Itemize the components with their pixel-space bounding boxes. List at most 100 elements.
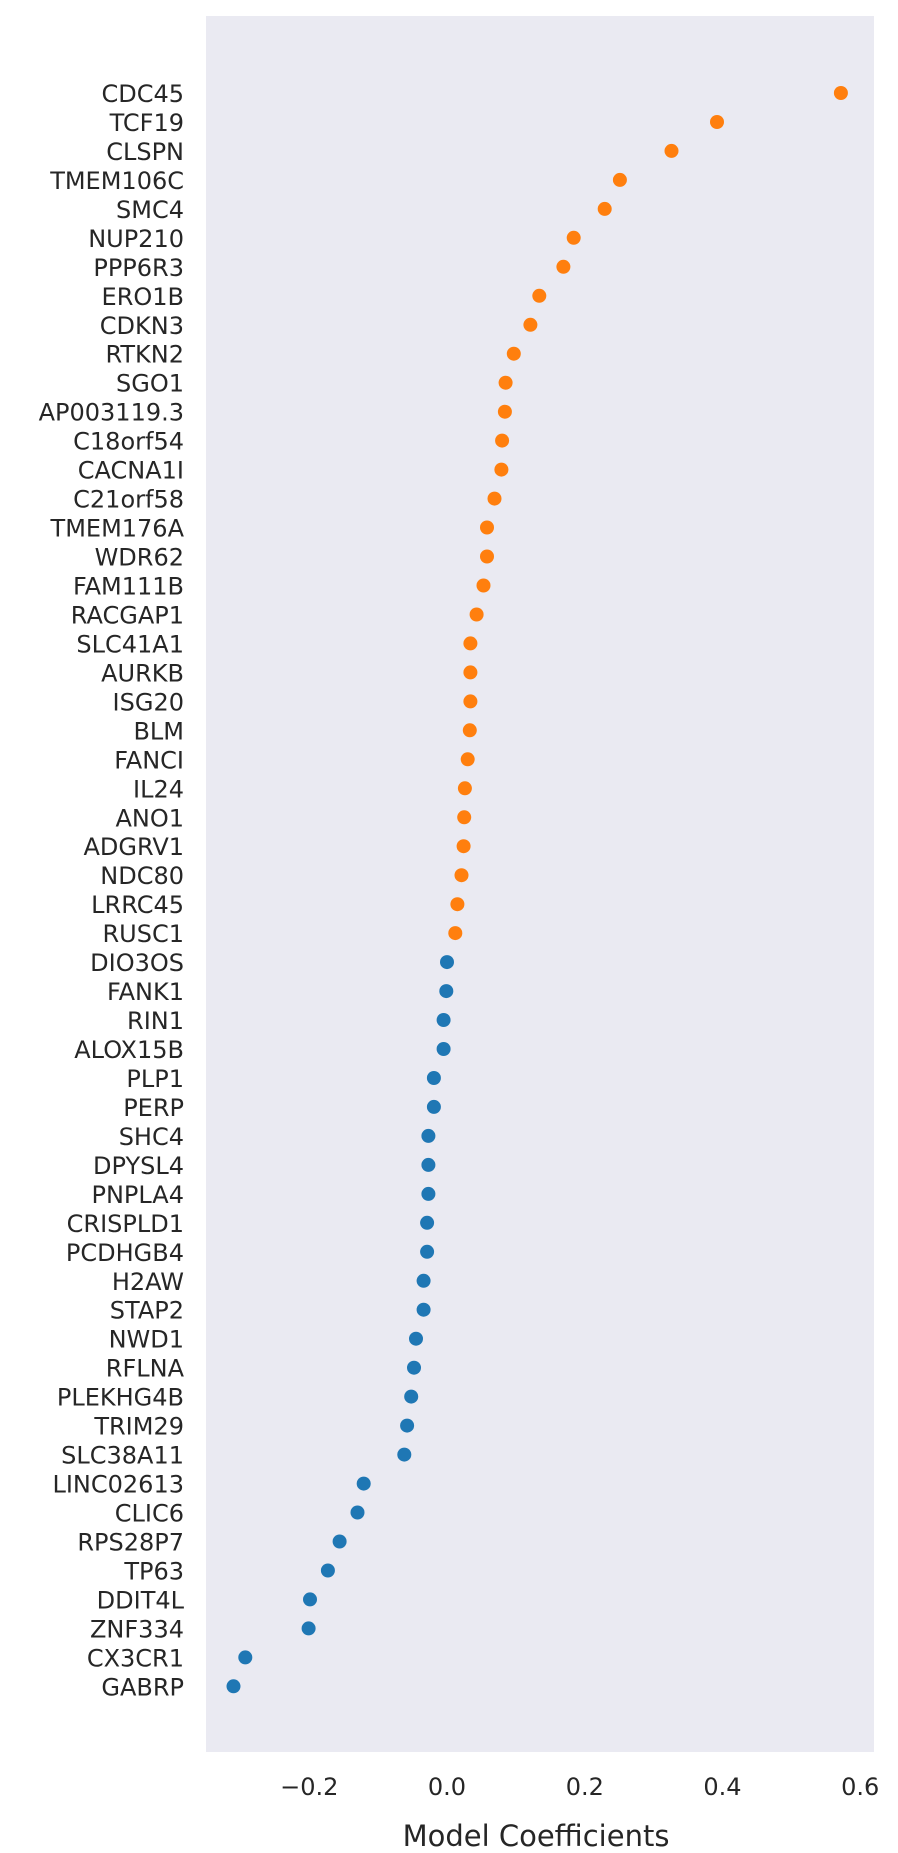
y-tick-label: DPYSL4 [93,1152,184,1180]
data-point-slc38a11 [397,1447,412,1462]
data-point-linc02613 [356,1476,371,1491]
y-tick-label: C21orf58 [73,486,184,514]
y-tick-label: PLP1 [126,1065,184,1093]
data-point-plp1 [426,1071,441,1085]
y-tick-label: H2AW [112,1268,184,1296]
data-point-rps28p7 [332,1534,347,1549]
data-point-tcf19 [710,115,724,129]
x-tick-label: 0.4 [703,1773,741,1801]
data-point-rin1 [436,1013,451,1027]
x-tick-label: 0.6 [841,1773,879,1801]
data-point-tp63 [320,1563,335,1578]
y-tick-label: RFLNA [106,1355,185,1383]
y-tick-label: PCDHGB4 [66,1239,184,1267]
x-tick-label: 0.0 [428,1773,466,1801]
data-point-fanci [460,752,475,767]
data-point-wdr62 [480,549,494,564]
y-tick-label: NWD1 [109,1326,184,1354]
y-tick-label: TMEM106C [49,167,184,195]
y-tick-label: CLSPN [106,138,184,166]
data-point-rusc1 [448,926,463,941]
y-tick-label: SGO1 [116,370,184,398]
data-point-rtkn2 [506,346,521,361]
data-point-znf334 [301,1621,316,1636]
y-tick-label: RPS28P7 [77,1529,184,1557]
data-point-pcdhgb4 [420,1244,435,1259]
y-tick-labels: CDC45TCF19CLSPNTMEM106CSMC4NUP210PPP6R3E… [39,80,185,1701]
y-tick-label: LINC02613 [52,1471,184,1499]
y-tick-label: DIO3OS [90,949,184,977]
y-tick-label: NUP210 [88,225,184,253]
y-tick-label: ZNF334 [90,1615,184,1643]
data-point-tmem106c [612,172,627,187]
y-tick-label: SMC4 [116,196,184,224]
y-tick-label: PLEKHG4B [57,1384,184,1412]
y-tick-label: AURKB [101,659,184,687]
data-point-trim29 [400,1418,415,1433]
y-tick-label: RTKN2 [105,341,184,369]
data-point-racgap1 [469,607,484,622]
plot-area [206,16,874,1752]
y-tick-label: PPP6R3 [93,254,184,282]
data-point-blm [462,723,477,738]
y-tick-label: CLIC6 [115,1500,184,1528]
data-point-plekhg4b [404,1389,419,1404]
y-tick-label: ISG20 [113,688,184,716]
y-tick-label: CACNA1I [78,457,184,485]
data-point-perp [426,1099,441,1114]
x-tick-labels: −0.2 0.0 0.2 0.4 0.6 [280,1773,879,1801]
y-tick-label: PNPLA4 [91,1181,184,1209]
data-point-cdc45 [833,86,848,100]
y-tick-label: GABRP [101,1673,184,1701]
y-tick-label: WDR62 [95,544,184,572]
y-tick-label: TRIM29 [93,1413,184,1441]
x-tick-label: 0.2 [566,1773,604,1801]
data-point-cacna1i [494,462,509,477]
data-point-c21orf58 [487,491,502,506]
y-tick-label: CDC45 [101,80,184,108]
y-tick-label: FANK1 [107,978,184,1006]
data-point-cdkn3 [523,317,538,332]
y-tick-label: TP63 [123,1558,184,1586]
data-point-isg20 [463,694,478,709]
data-point-ano1 [457,810,472,825]
data-point-alox15b [436,1042,451,1056]
data-point-h2aw [416,1273,431,1288]
y-tick-label: ADGRV1 [83,833,184,861]
y-tick-label: PERP [123,1094,184,1122]
data-point-il24 [457,781,472,796]
y-tick-label: LRRC45 [91,891,184,919]
y-tick-label: SLC38A11 [61,1442,184,1470]
data-point-dio3os [440,955,454,970]
data-point-dpysl4 [421,1157,436,1172]
y-tick-label: SHC4 [119,1123,184,1151]
y-tick-label: AP003119.3 [39,399,184,427]
y-tick-label: STAP2 [110,1297,184,1325]
y-tick-label: ANO1 [115,804,184,832]
y-tick-label: CDKN3 [100,312,184,340]
y-tick-label: CRISPLD1 [67,1210,184,1238]
y-tick-label: C18orf54 [73,428,184,456]
x-tick-label: −0.2 [280,1773,338,1801]
y-tick-label: SLC41A1 [76,630,184,658]
data-point-pnpla4 [421,1186,436,1201]
y-tick-label: FAM111B [73,573,184,601]
y-tick-label: NDC80 [100,862,184,890]
data-point-stap2 [416,1302,431,1317]
data-point-ndc80 [454,868,469,883]
data-points [226,86,848,1694]
data-point-gabrp [226,1679,241,1694]
data-point-ppp6r3 [556,259,571,274]
data-point-clspn [664,143,679,158]
y-tick-label: BLM [133,717,184,745]
y-tick-label: ALOX15B [74,1036,184,1064]
y-tick-label: CX3CR1 [87,1644,184,1672]
data-point-aurkb [463,665,478,680]
y-tick-label: ERO1B [102,283,184,311]
data-point-tmem176a [480,520,494,535]
data-point-sgo1 [498,375,513,390]
y-tick-label: RIN1 [127,1007,184,1035]
y-tick-label: RACGAP1 [71,602,184,630]
data-point-nwd1 [409,1331,423,1346]
y-tick-label: RUSC1 [102,920,184,948]
